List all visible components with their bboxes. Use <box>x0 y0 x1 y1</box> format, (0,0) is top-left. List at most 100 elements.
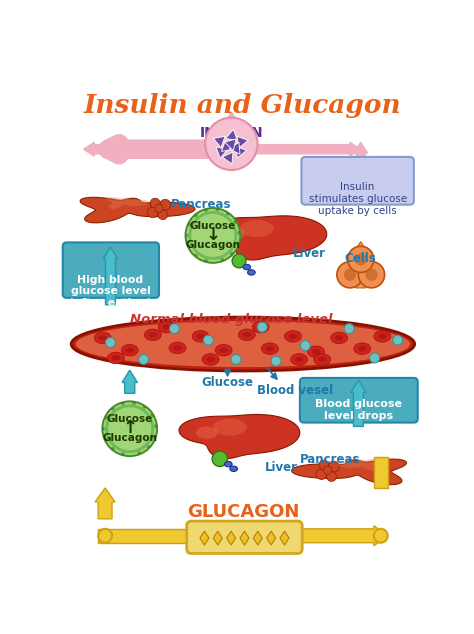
Circle shape <box>392 335 403 345</box>
Ellipse shape <box>314 354 331 365</box>
Ellipse shape <box>256 325 265 330</box>
Polygon shape <box>229 142 240 154</box>
Polygon shape <box>240 220 273 237</box>
Text: High blood
glucose level
(after eating): High blood glucose level (after eating) <box>69 275 152 308</box>
Circle shape <box>337 262 363 288</box>
Circle shape <box>257 322 267 332</box>
Ellipse shape <box>243 332 251 337</box>
Circle shape <box>150 198 160 208</box>
Ellipse shape <box>219 347 228 353</box>
Polygon shape <box>267 531 276 545</box>
Circle shape <box>203 335 213 345</box>
FancyBboxPatch shape <box>301 157 414 205</box>
Ellipse shape <box>261 343 278 354</box>
Circle shape <box>205 118 257 170</box>
Ellipse shape <box>335 335 343 340</box>
Text: Glucagon: Glucagon <box>185 240 240 250</box>
Circle shape <box>327 472 337 481</box>
Ellipse shape <box>121 344 138 356</box>
Ellipse shape <box>126 347 134 353</box>
Polygon shape <box>223 228 245 240</box>
Text: Glucose: Glucose <box>190 221 236 231</box>
Ellipse shape <box>378 333 386 339</box>
Circle shape <box>186 209 240 262</box>
Polygon shape <box>179 415 300 458</box>
FancyArrow shape <box>298 526 388 546</box>
Polygon shape <box>213 531 222 545</box>
Circle shape <box>106 337 116 347</box>
Text: Insulin
stimulates glucose
uptake by cells: Insulin stimulates glucose uptake by cel… <box>309 183 407 216</box>
Circle shape <box>370 353 380 363</box>
Circle shape <box>358 262 384 288</box>
Circle shape <box>323 466 332 474</box>
Circle shape <box>328 461 339 472</box>
Circle shape <box>212 451 228 467</box>
FancyArrow shape <box>98 529 191 543</box>
Ellipse shape <box>265 346 274 351</box>
Text: ↓: ↓ <box>205 226 220 243</box>
Ellipse shape <box>202 354 219 365</box>
Polygon shape <box>227 531 236 545</box>
Ellipse shape <box>312 349 320 354</box>
Ellipse shape <box>354 343 371 354</box>
Polygon shape <box>222 152 233 164</box>
Polygon shape <box>80 197 195 223</box>
Ellipse shape <box>206 357 215 362</box>
Ellipse shape <box>163 325 171 330</box>
Ellipse shape <box>247 269 255 275</box>
Ellipse shape <box>94 332 111 344</box>
Circle shape <box>138 354 149 365</box>
Polygon shape <box>237 136 248 148</box>
Ellipse shape <box>358 346 366 351</box>
Polygon shape <box>107 197 149 209</box>
Text: Glucagon: Glucagon <box>102 433 157 443</box>
Text: Glucose: Glucose <box>201 377 254 389</box>
Polygon shape <box>337 459 380 471</box>
Ellipse shape <box>215 344 232 356</box>
Circle shape <box>374 529 388 543</box>
Polygon shape <box>200 531 209 545</box>
Circle shape <box>344 323 354 333</box>
Circle shape <box>103 402 157 456</box>
Circle shape <box>232 254 246 268</box>
Circle shape <box>98 529 112 543</box>
Text: Blood glucose
level drops: Blood glucose level drops <box>315 399 402 421</box>
Polygon shape <box>240 531 249 545</box>
Text: GLUCAGON: GLUCAGON <box>187 503 299 521</box>
Ellipse shape <box>71 317 415 371</box>
Circle shape <box>158 210 168 219</box>
Ellipse shape <box>252 321 269 333</box>
Text: Blood vesel: Blood vesel <box>257 384 333 397</box>
Circle shape <box>155 204 163 212</box>
FancyArrow shape <box>83 142 210 156</box>
FancyArrow shape <box>225 112 238 165</box>
FancyArrow shape <box>354 142 368 191</box>
Ellipse shape <box>99 335 107 340</box>
Ellipse shape <box>331 332 347 344</box>
Polygon shape <box>213 136 225 148</box>
Circle shape <box>316 469 327 479</box>
Ellipse shape <box>318 357 327 362</box>
Ellipse shape <box>284 330 301 342</box>
Ellipse shape <box>230 466 237 472</box>
Ellipse shape <box>308 346 325 358</box>
Text: Cells: Cells <box>345 252 377 264</box>
Text: Pancreas: Pancreas <box>171 198 231 210</box>
Ellipse shape <box>192 330 209 342</box>
Polygon shape <box>225 139 236 150</box>
Ellipse shape <box>169 342 186 354</box>
Ellipse shape <box>158 321 175 333</box>
FancyBboxPatch shape <box>300 378 418 423</box>
Text: Normal blood glucose level: Normal blood glucose level <box>130 313 333 327</box>
FancyArrow shape <box>353 242 368 288</box>
Polygon shape <box>280 531 289 545</box>
Text: INSULIN: INSULIN <box>200 126 263 140</box>
Ellipse shape <box>295 357 303 362</box>
Circle shape <box>271 356 281 366</box>
Ellipse shape <box>291 354 308 365</box>
Circle shape <box>319 460 328 470</box>
Text: ↑: ↑ <box>122 419 137 437</box>
Text: Liver: Liver <box>293 247 326 260</box>
Circle shape <box>231 354 241 365</box>
Ellipse shape <box>196 333 205 339</box>
